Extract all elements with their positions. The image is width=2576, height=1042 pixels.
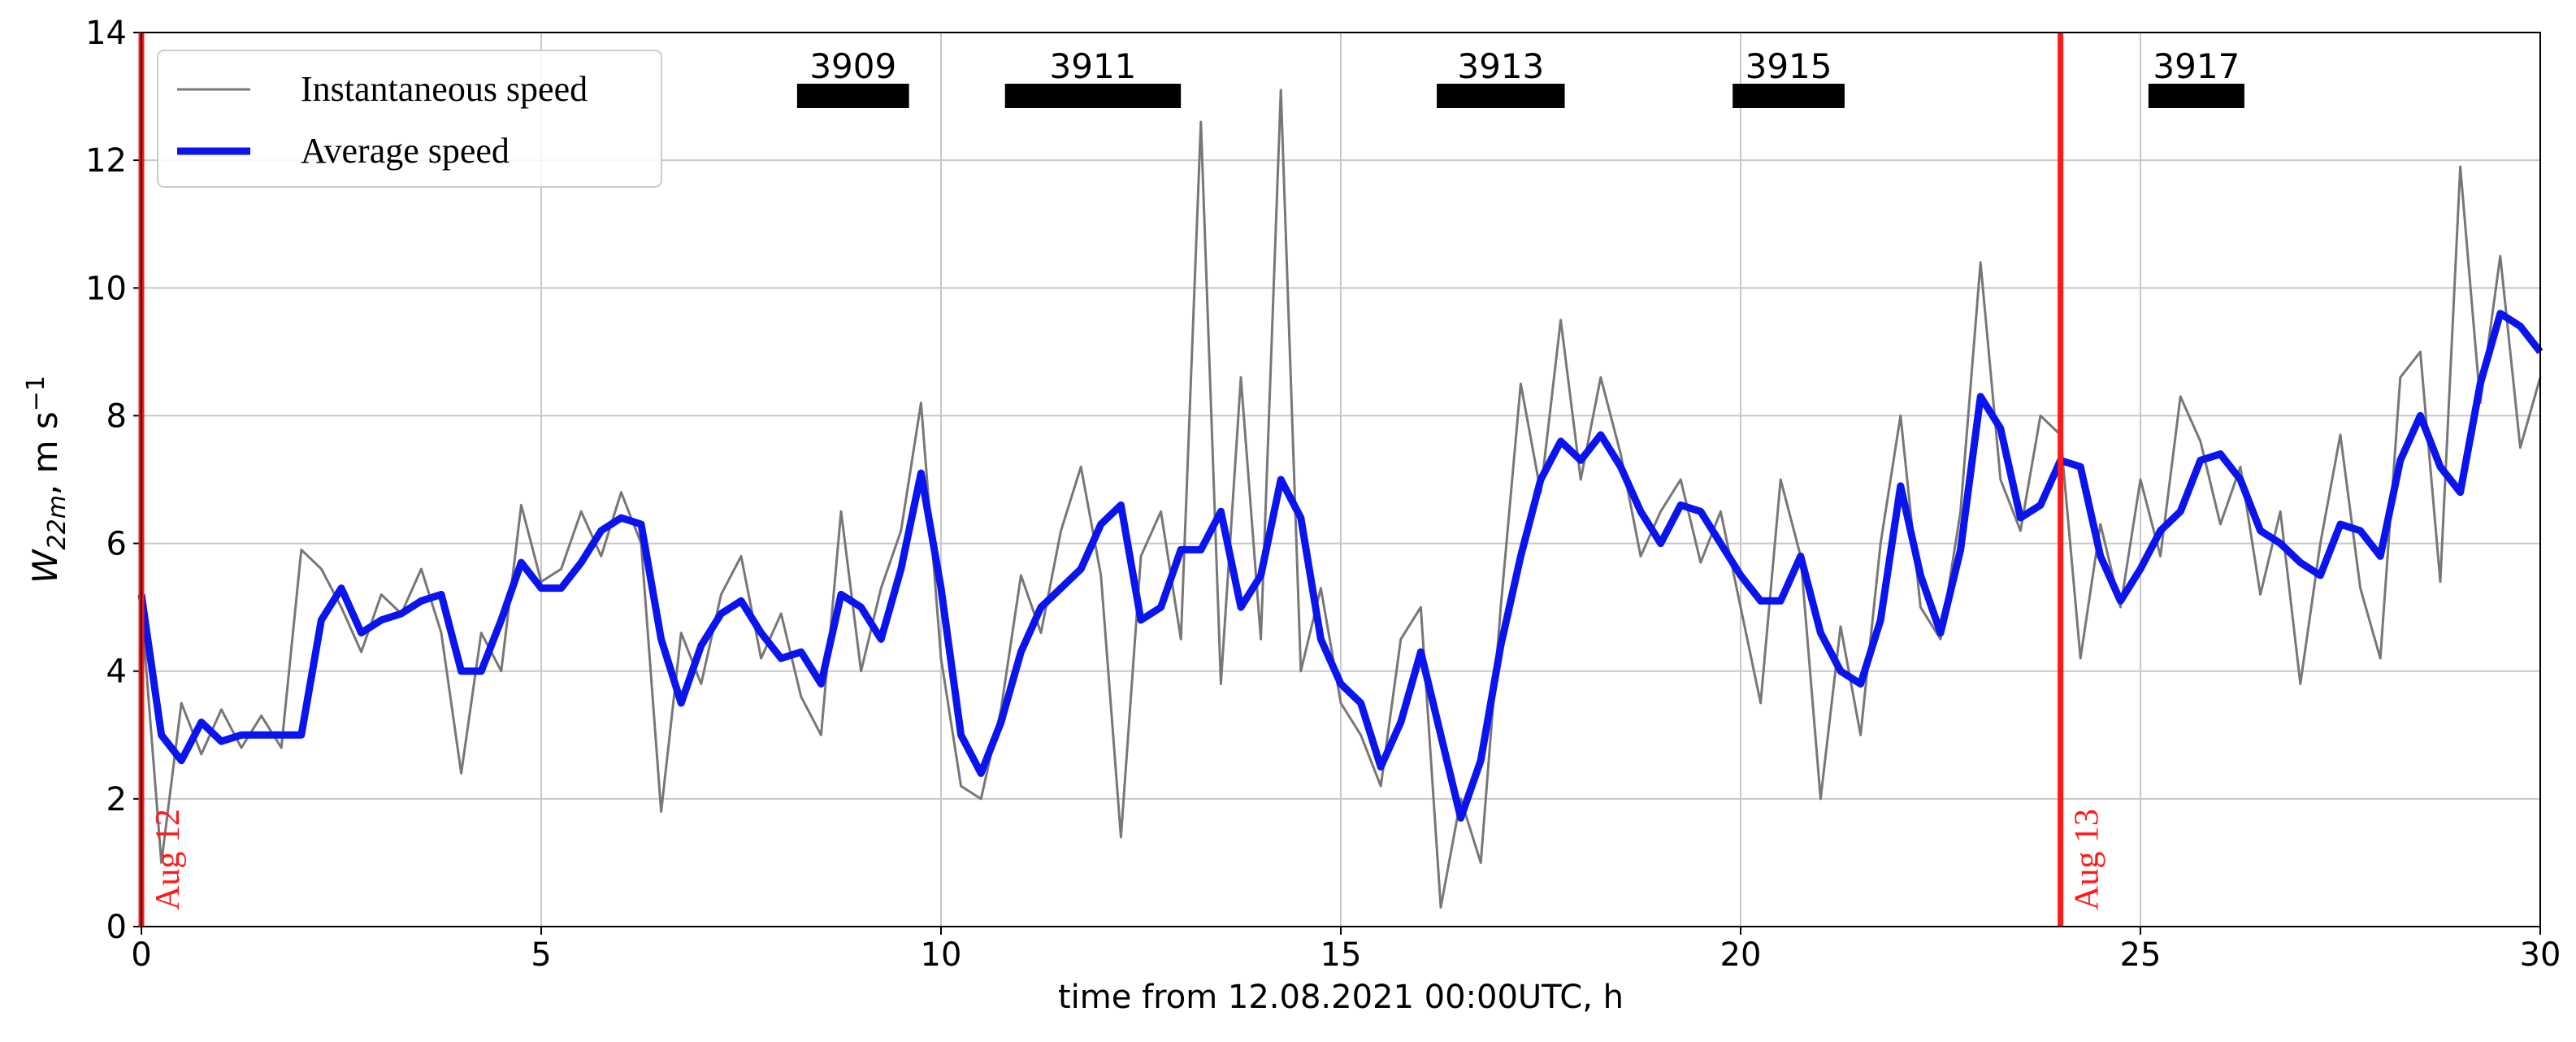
period-label: 3915 [1746,46,1832,86]
period-label: 3909 [809,46,896,86]
period-bar [1004,84,1182,108]
y-tick-label: 14 [85,15,127,52]
series-line [140,89,2542,909]
period-label: 3911 [1050,46,1137,86]
y-tick-label: 10 [85,270,127,307]
y-tick-label: 6 [106,526,127,563]
x-tick-label: 20 [1720,936,1762,974]
x-tick-label: 25 [2120,936,2162,974]
period-bar [796,84,909,108]
y-label-base: W [25,549,65,584]
y-axis-label: W22m, m s−1 [22,376,72,584]
x-tick-label: 15 [1321,936,1362,974]
x-tick-label: 5 [531,936,551,974]
period-label: 3917 [2153,46,2240,86]
y-tick-label: 4 [106,653,127,691]
y-label-sup: −1 [22,376,50,411]
period-label: 3913 [1457,46,1544,86]
y-tick-label: 2 [106,781,127,818]
x-tick-label: 0 [131,936,151,974]
y-label-unit: , m s [25,411,65,495]
x-tick-label: 30 [2520,936,2561,974]
series-line [137,310,2543,822]
y-tick-label: 8 [106,397,127,435]
y-tick-label: 0 [106,909,127,946]
legend-label: Instantaneous speed [301,69,588,109]
date-label: Aug 13 [2069,809,2106,910]
plot-frame [141,32,2541,927]
legend-box [157,50,662,188]
y-tick-label: 12 [85,142,127,180]
x-axis-label: time from 12.08.2021 00:00UTC, h [1058,979,1624,1016]
period-bar [2148,84,2244,108]
x-tick-label: 10 [921,936,962,974]
period-bar [1437,84,1565,108]
date-label: Aug 12 [150,809,187,910]
legend-label: Average speed [301,131,510,171]
period-bar [1733,84,1845,108]
y-label-sub: 22m [43,495,72,549]
